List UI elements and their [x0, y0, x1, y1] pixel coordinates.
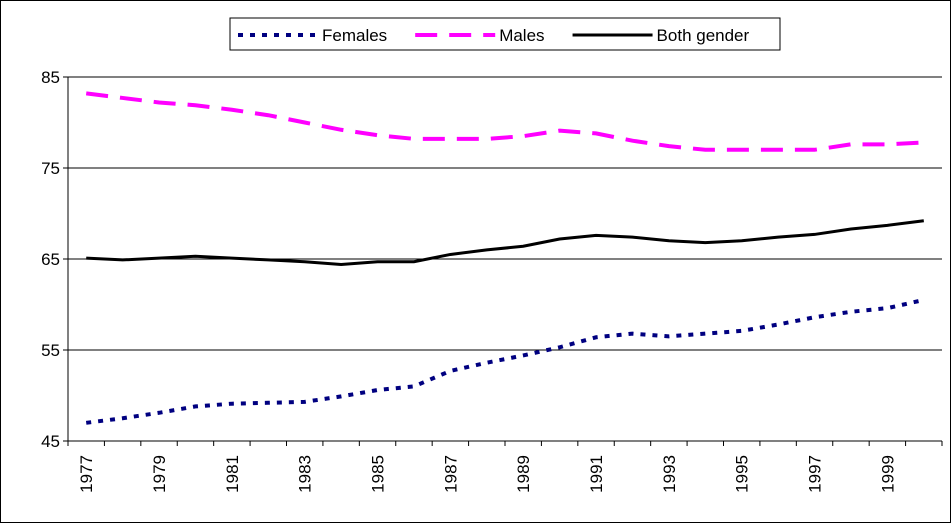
x-tick-label: 1977 — [77, 455, 96, 493]
series-line — [85, 91, 924, 152]
x-tick-label: 1993 — [660, 455, 679, 493]
legend-label: Females — [322, 26, 387, 45]
y-tick-label: 75 — [41, 159, 60, 178]
x-tick-label: 1981 — [223, 455, 242, 493]
x-tick-label: 1995 — [733, 455, 752, 493]
y-tick-label: 45 — [41, 432, 60, 451]
x-tick-label: 1983 — [296, 455, 315, 493]
x-tick-label: 1991 — [587, 455, 606, 493]
legend-label: Both gender — [657, 26, 750, 45]
legend-label: Males — [499, 26, 544, 45]
y-tick-label: 55 — [41, 341, 60, 360]
series-line — [86, 219, 924, 266]
x-tick-label: 1999 — [878, 455, 897, 493]
y-tick-label: 85 — [41, 68, 60, 87]
x-tick-label: 1979 — [150, 455, 169, 493]
legend-box — [229, 17, 781, 51]
x-tick-label: 1987 — [441, 455, 460, 493]
x-tick-label: 1997 — [806, 455, 825, 493]
x-tick-label: 1989 — [514, 455, 533, 493]
series-line — [85, 297, 925, 425]
y-tick-label: 65 — [41, 250, 60, 269]
x-tick-label: 1985 — [369, 455, 388, 493]
